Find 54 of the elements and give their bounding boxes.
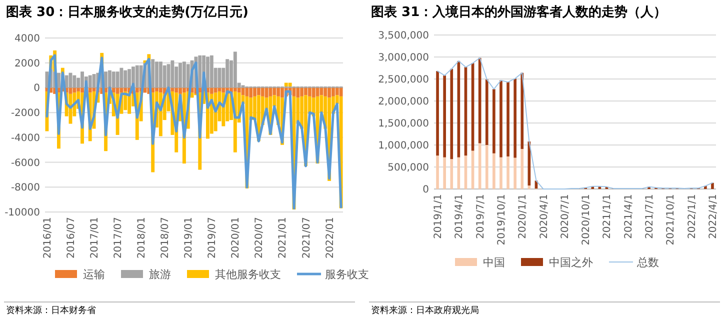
y-tick-label: -2000 [10, 108, 40, 120]
x-tick-label: 2016/07 [66, 217, 77, 259]
x-tick-label: 2018/01 [136, 217, 148, 259]
legend-label: 中国 [483, 256, 505, 269]
x-tick-label: 2019/07 [207, 217, 218, 259]
x-tick-label: 2017/07 [113, 217, 124, 259]
legend-label: 服务收支 [325, 268, 369, 281]
text: 资料来源：日本财务省 [6, 305, 96, 316]
y-tick-label: 1,000,000 [378, 140, 429, 152]
x-tick-label: 2020/07 [254, 217, 266, 259]
y-tick-label: 1,500,000 [378, 118, 429, 130]
legend-label: 中国之外 [549, 256, 593, 269]
y-tick-label: 500,000 [388, 162, 429, 174]
x-tick-label: 2019/10/1 [496, 194, 508, 246]
y-tick-label: -10000 [4, 208, 40, 218]
y-tick-label: 2000 [14, 58, 40, 70]
legend-label: 总数 [636, 256, 659, 269]
y-tick-label: 3,500,000 [378, 30, 429, 42]
x-tick-label: 2020/7/1 [560, 194, 571, 239]
chart-title: 图表 31：入境日本的外国游客者人数的走势（人） [371, 4, 667, 20]
x-tick-label: 2020/4/1 [538, 194, 550, 239]
x-tick-label: 2020/01 [230, 217, 242, 259]
legend-label: 其他服务收支 [215, 268, 281, 281]
chart-title: 图表 30：日本服务收支的走势(万亿日元) [6, 4, 248, 20]
y-tick-label: 2,500,000 [378, 74, 429, 86]
y-tick-label: 0 [422, 184, 429, 196]
y-tick-label: -4000 [10, 132, 40, 144]
x-tick-label: 2022/4/1 [708, 194, 719, 239]
x-tick-label: 2019/7/1 [475, 194, 486, 239]
x-tick-label: 2019/4/1 [454, 194, 466, 239]
x-tick-label: 2021/10/1 [666, 194, 677, 246]
y-tick-label: -8000 [10, 182, 40, 194]
x-tick-label: 2020/1/1 [518, 194, 529, 239]
x-tick-label: 2021/7/1 [644, 194, 656, 239]
y-tick-label: 3,000,000 [378, 52, 429, 64]
x-tick-label: 2017/01 [90, 217, 101, 259]
text: 资料来源：日本政府观光局 [371, 305, 479, 316]
x-tick-label: 2021/01 [278, 217, 289, 259]
y-tick-label: -6000 [10, 158, 40, 169]
legend-label: 旅游 [149, 268, 171, 281]
x-tick-label: 2019/1/1 [433, 194, 444, 239]
y-tick-label: 4000 [14, 34, 40, 44]
x-tick-label: 2020/10/1 [581, 194, 592, 246]
x-tick-label: 2021/07 [301, 217, 312, 259]
x-tick-label: 2022/1/1 [686, 194, 698, 239]
x-tick-label: 2016/01 [42, 217, 54, 259]
x-tick-label: 2022/01 [324, 217, 336, 259]
legend-label: 运输 [83, 268, 105, 281]
x-tick-label: 2021/4/1 [623, 194, 634, 239]
x-tick-label: 2021/1/1 [602, 194, 614, 239]
y-tick-label: 2,000,000 [378, 96, 429, 108]
x-tick-label: 2018/07 [160, 217, 172, 259]
x-tick-label: 2019/01 [184, 217, 195, 259]
y-tick-label: 0 [34, 83, 40, 94]
